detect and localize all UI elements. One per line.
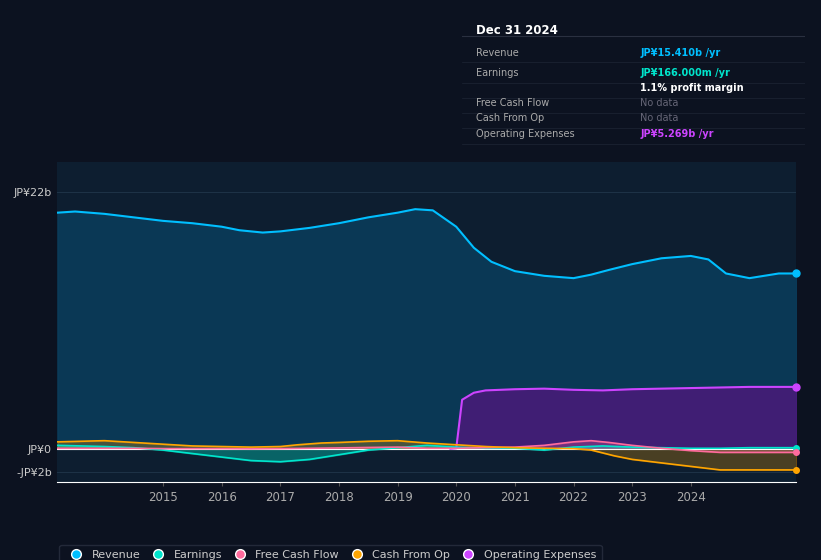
- Text: JP¥15.410b /yr: JP¥15.410b /yr: [640, 48, 721, 58]
- Text: Operating Expenses: Operating Expenses: [475, 129, 575, 139]
- Text: 1.1% profit margin: 1.1% profit margin: [640, 83, 744, 93]
- Legend: Revenue, Earnings, Free Cash Flow, Cash From Op, Operating Expenses: Revenue, Earnings, Free Cash Flow, Cash …: [59, 545, 602, 560]
- Text: Dec 31 2024: Dec 31 2024: [475, 24, 557, 37]
- Text: JP¥166.000m /yr: JP¥166.000m /yr: [640, 68, 730, 78]
- Text: Earnings: Earnings: [475, 68, 518, 78]
- Text: JP¥5.269b /yr: JP¥5.269b /yr: [640, 129, 714, 139]
- Text: No data: No data: [640, 98, 679, 108]
- Text: Cash From Op: Cash From Op: [475, 113, 544, 123]
- Text: Free Cash Flow: Free Cash Flow: [475, 98, 549, 108]
- Text: No data: No data: [640, 113, 679, 123]
- Text: Revenue: Revenue: [475, 48, 519, 58]
